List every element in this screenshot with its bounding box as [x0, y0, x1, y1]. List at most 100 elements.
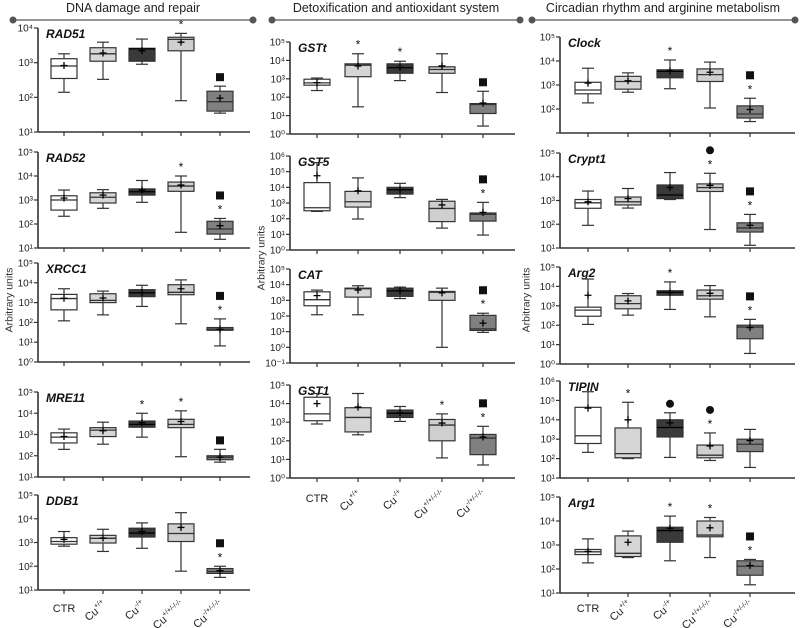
y-tick-label: 10³: [541, 81, 556, 92]
mean-marker: [438, 289, 446, 297]
significance-square-icon: [216, 73, 224, 82]
box-2: *: [656, 44, 684, 137]
y-tick-label: 10⁴: [540, 172, 555, 183]
y-tick-label: 10⁵: [540, 493, 555, 504]
box-0: [50, 530, 78, 594]
box-1: [344, 392, 372, 482]
y-tick-label: 10⁰: [18, 358, 33, 369]
x-tick-label: Cu+/+: [82, 598, 109, 624]
divider-dot: [516, 16, 524, 24]
box-2: [656, 399, 684, 482]
box-0: [303, 289, 331, 367]
mean-marker: [99, 427, 107, 435]
significance-star-icon: *: [748, 198, 753, 212]
significance-square-icon: [479, 78, 487, 87]
mean-marker: [354, 187, 362, 195]
gene-title: GST1: [298, 384, 330, 398]
x-tick-label: Cu-/+: [650, 598, 676, 622]
significance-star-icon: *: [440, 398, 445, 412]
significance-star-icon: *: [748, 82, 753, 96]
mean-marker: [138, 289, 146, 297]
significance-square-icon: [746, 532, 754, 541]
box-0: [303, 161, 331, 254]
box-4: *: [736, 71, 764, 137]
y-tick-label: 10²: [541, 105, 556, 116]
y-tick-label: 10⁰: [270, 130, 285, 141]
mean-marker: [666, 67, 674, 75]
iqr-box: [167, 523, 195, 543]
y-tick-label: 10¹: [541, 474, 556, 485]
box-2: *: [656, 266, 684, 368]
boxplot-panel-mre11: 10¹ 10² 10³ 10⁴ 10⁵ MRE11 * *: [18, 388, 250, 484]
y-tick-label: 10⁵: [270, 265, 285, 276]
mean-marker: [313, 292, 321, 300]
y-tick-label: 10²: [541, 321, 556, 332]
y-tick-label: 10⁴: [18, 172, 33, 183]
box-0: [303, 392, 331, 482]
mean-marker: [584, 547, 592, 555]
mean-marker: [666, 524, 674, 532]
significance-star-icon: *: [481, 410, 486, 424]
box-2: *: [386, 45, 414, 138]
y-tick-label: 10³: [19, 538, 34, 549]
y-tick-label: 10¹: [271, 327, 286, 338]
significance-star-icon: *: [748, 303, 753, 317]
mean-marker: [313, 172, 321, 180]
y-axis-label: Arbitrary units: [256, 226, 268, 291]
iqr-box: [303, 182, 331, 212]
boxplot-panel-xrcc1: 10⁰ 10¹ 10² 10³ 10⁴ 10⁵ XRCC1 *: [18, 259, 250, 369]
mean-marker: [624, 297, 632, 305]
box-4: *: [469, 399, 497, 482]
significance-square-icon: [746, 292, 754, 301]
boxplot-panel-tipin: 10¹ 10² 10³ 10⁴ 10⁵ 10⁶ TIPIN * *: [540, 377, 795, 485]
y-tick-label: 10³: [271, 296, 286, 307]
y-tick-label: 10⁰: [270, 474, 285, 485]
box-3: [167, 279, 195, 366]
mean-marker: [706, 524, 714, 532]
mean-marker: [138, 419, 146, 427]
mean-marker: [746, 437, 754, 445]
mean-marker: [396, 287, 404, 295]
mean-marker: [313, 400, 321, 408]
box-1: [344, 177, 372, 254]
mean-marker: [746, 106, 754, 114]
y-tick-label: 10²: [541, 220, 556, 231]
significance-star-icon: *: [708, 157, 713, 171]
boxplot-panel-arg1: 10¹ 10² 10³ 10⁴ 10⁵ Arg1 CTR Cu+/+ * Cu-/+ * Cu+/+/…: [540, 493, 795, 628]
box-0: [574, 538, 602, 597]
x-tick-label: Cu+/+: [607, 598, 634, 624]
mean-marker: [396, 409, 404, 417]
box-1: [614, 292, 642, 368]
box-3: [428, 198, 456, 254]
y-tick-label: 10⁵: [270, 381, 285, 392]
y-tick-label: 10³: [541, 196, 556, 207]
mean-marker: [177, 523, 185, 531]
box-2: [128, 179, 156, 252]
section-title: DNA damage and repair: [66, 1, 200, 15]
y-tick-label: 10³: [541, 301, 556, 312]
box-1: [344, 285, 372, 367]
box-3: [428, 53, 456, 138]
divider-dot: [249, 16, 257, 24]
y-tick-label: 10⁵: [540, 263, 555, 274]
significance-star-icon: *: [668, 500, 673, 514]
box-0: [50, 288, 78, 366]
y-tick-label: 10²: [271, 214, 286, 225]
y-tick-label: 10⁵: [18, 148, 33, 159]
box-3: [428, 287, 456, 367]
boxplot-panel-rad52: 10¹ 10² 10³ 10⁴ 10⁵ RAD52 * *: [18, 148, 250, 255]
box-3: *: [696, 405, 724, 482]
box-4: *: [469, 286, 497, 367]
mean-marker: [584, 79, 592, 87]
significance-star-icon: *: [140, 397, 145, 411]
mean-marker: [354, 286, 362, 294]
significance-square-icon: [216, 436, 224, 445]
significance-star-icon: *: [708, 417, 713, 431]
mean-marker: [479, 433, 487, 441]
x-tick-label: Cu-/+: [122, 598, 148, 622]
significance-square-icon: [746, 187, 754, 196]
mean-marker: [706, 442, 714, 450]
y-tick-label: 10¹: [19, 586, 34, 597]
box-1: [614, 72, 642, 137]
